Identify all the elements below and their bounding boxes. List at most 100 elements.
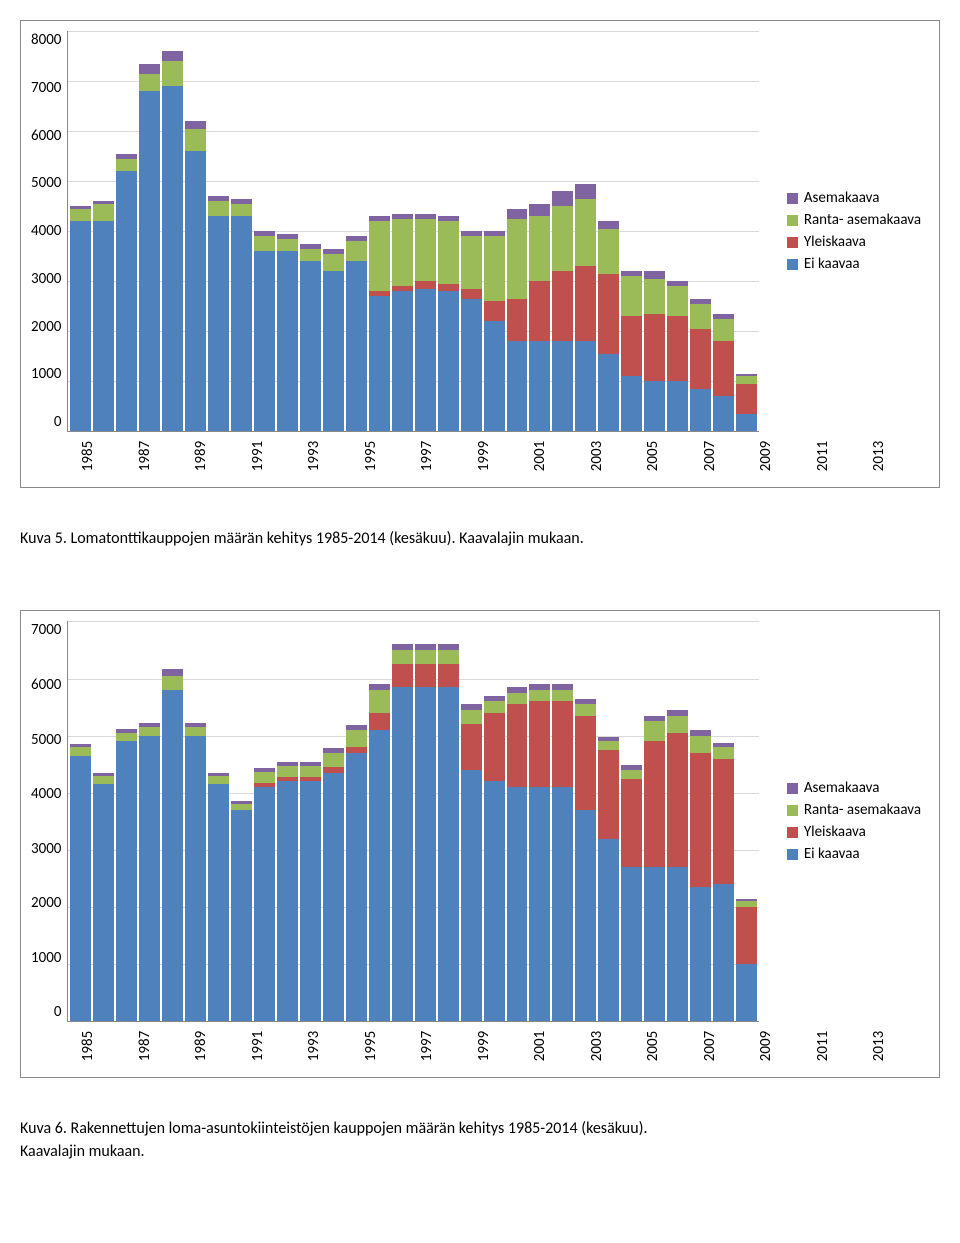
seg-ei_kaavaa — [323, 773, 344, 1022]
seg-asemakaava — [552, 191, 573, 206]
x-tick-1991: 1991 — [237, 441, 279, 471]
y-tick: 0 — [54, 413, 62, 431]
seg-ei_kaavaa — [93, 221, 114, 431]
legend2-label-yleiskaava: Yleiskaava — [804, 823, 866, 841]
seg-ei_kaavaa — [369, 296, 390, 431]
seg-ranta_asemakaava — [415, 219, 436, 282]
x-tick-1987: 1987 — [124, 441, 166, 471]
legend-ei-kaavaa: Ei kaavaa — [787, 255, 921, 273]
swatch2-asemakaava — [787, 783, 798, 794]
seg-yleiskaava — [507, 299, 528, 342]
swatch2-ei-kaavaa — [787, 849, 798, 860]
seg-yleiskaava — [552, 271, 573, 341]
x-tick-2007: 2007 — [689, 441, 731, 471]
x-tick-2001: 2001 — [519, 1031, 561, 1061]
seg-ranta_asemakaava — [415, 650, 436, 664]
legend2-asemakaava: Asemakaava — [787, 779, 921, 797]
seg-ei_kaavaa — [392, 291, 413, 431]
chart-2-container: 70006000500040003000200010000 Asemakaava… — [20, 610, 940, 1078]
bar-1990 — [185, 621, 206, 1021]
bar-2011 — [667, 621, 688, 1021]
x-tick-2005: 2005 — [633, 441, 675, 471]
seg-ranta_asemakaava — [70, 747, 91, 756]
seg-ei_kaavaa — [644, 867, 665, 1021]
chart-2-x-axis: 1985198719891991199319951997199920012003… — [73, 1025, 921, 1067]
legend2-label-asemakaava: Asemakaava — [804, 779, 880, 797]
bar-1992 — [231, 621, 252, 1021]
bar-1991 — [208, 31, 229, 431]
bar-1985 — [70, 31, 91, 431]
seg-yleiskaava — [667, 316, 688, 381]
y-tick: 1000 — [31, 365, 61, 383]
seg-ei_kaavaa — [185, 151, 206, 431]
x-tick-2009: 2009 — [746, 441, 788, 471]
seg-ranta_asemakaava — [392, 219, 413, 287]
x-tick-2011: 2011 — [802, 441, 844, 471]
seg-ei_kaavaa — [415, 687, 436, 1021]
x-tick-1999: 1999 — [463, 1031, 505, 1061]
seg-ei_kaavaa — [575, 341, 596, 431]
x-tick-1995: 1995 — [350, 1031, 392, 1061]
seg-ei_kaavaa — [598, 354, 619, 432]
seg-ei_kaavaa — [736, 964, 757, 1021]
seg-ei_kaavaa — [346, 261, 367, 431]
y-tick: 2000 — [31, 894, 61, 912]
seg-yleiskaava — [415, 664, 436, 687]
seg-ei_kaavaa — [598, 839, 619, 1022]
bar-2000 — [415, 621, 436, 1021]
bar-1999 — [392, 31, 413, 431]
seg-ranta_asemakaava — [369, 221, 390, 291]
seg-yleiskaava — [552, 701, 573, 787]
seg-ei_kaavaa — [369, 730, 390, 1021]
legend2-label-ranta: Ranta- asemakaava — [804, 801, 921, 819]
seg-ranta_asemakaava — [438, 221, 459, 284]
seg-ranta_asemakaava — [438, 650, 459, 664]
seg-yleiskaava — [369, 713, 390, 730]
seg-ei_kaavaa — [254, 251, 275, 431]
seg-asemakaava — [575, 184, 596, 199]
seg-ranta_asemakaava — [300, 249, 321, 262]
chart-1-row: 800070006000500040003000200010000 Asemak… — [31, 31, 921, 431]
seg-ei_kaavaa — [552, 787, 573, 1021]
y-tick: 1000 — [31, 949, 61, 967]
seg-ei_kaavaa — [208, 784, 229, 1021]
seg-ranta_asemakaava — [346, 241, 367, 261]
bar-2001 — [438, 621, 459, 1021]
x-tick-2013: 2013 — [859, 441, 901, 471]
bar-2013 — [713, 31, 734, 431]
seg-ranta_asemakaava — [690, 736, 711, 753]
bar-2002 — [461, 621, 482, 1021]
bar-1992 — [231, 31, 252, 431]
seg-ei_kaavaa — [484, 321, 505, 431]
bar-1995 — [300, 31, 321, 431]
chart-1-y-axis: 800070006000500040003000200010000 — [31, 31, 67, 431]
chart-2-legend: Asemakaava Ranta- asemakaava Yleiskaava … — [787, 775, 921, 867]
bar-2004 — [507, 31, 528, 431]
seg-ei_kaavaa — [139, 736, 160, 1022]
bar-2007 — [575, 31, 596, 431]
bar-1986 — [93, 621, 114, 1021]
seg-ei_kaavaa — [484, 781, 505, 1021]
bar-2014 — [736, 621, 757, 1021]
bar-1991 — [208, 621, 229, 1021]
y-tick: 5000 — [31, 174, 61, 192]
seg-ei_kaavaa — [346, 753, 367, 1022]
legend2-label-ei-kaavaa: Ei kaavaa — [804, 845, 860, 863]
legend-label-ranta: Ranta- asemakaava — [804, 211, 921, 229]
x-tick-1999: 1999 — [463, 441, 505, 471]
seg-ei_kaavaa — [162, 690, 183, 1021]
bar-1990 — [185, 31, 206, 431]
legend2-ei-kaavaa: Ei kaavaa — [787, 845, 921, 863]
seg-yleiskaava — [484, 713, 505, 782]
seg-yleiskaava — [575, 266, 596, 341]
bar-2012 — [690, 621, 711, 1021]
x-tick-1987: 1987 — [124, 1031, 166, 1061]
bar-1998 — [369, 621, 390, 1021]
y-tick: 3000 — [31, 270, 61, 288]
seg-ei_kaavaa — [185, 736, 206, 1022]
seg-ranta_asemakaava — [552, 206, 573, 271]
seg-yleiskaava — [713, 341, 734, 396]
bar-2008 — [598, 31, 619, 431]
seg-ranta_asemakaava — [667, 716, 688, 733]
seg-ranta_asemakaava — [667, 286, 688, 316]
